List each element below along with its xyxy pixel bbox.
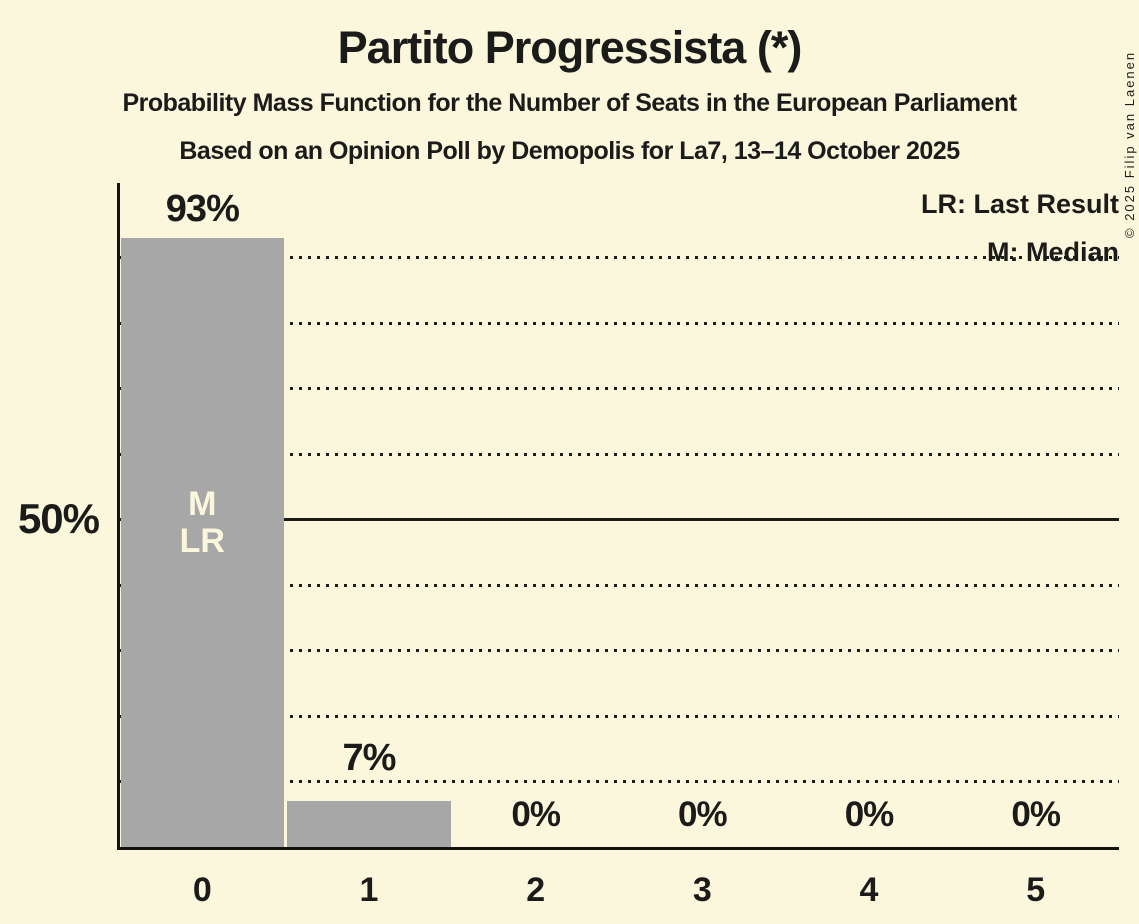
gridline-30-dotted: [119, 649, 1119, 652]
chart-title: Partito Progressista (*): [337, 22, 803, 73]
legend: LR: Last Result M: Median: [921, 180, 1119, 276]
last-result-marker: LR: [179, 522, 225, 560]
gridline-40-dotted: [119, 583, 1119, 587]
chart-subtitle: Probability Mass Function for the Number…: [122, 89, 1017, 117]
value-label-seats-0: 93%: [165, 187, 240, 230]
gridline-20-dotted: [119, 714, 1119, 718]
x-axis-label-0: 0: [192, 871, 212, 909]
legend-median: M: Median: [987, 237, 1119, 267]
gridline-80-dotted: [119, 321, 1119, 325]
x-axis-line: [117, 847, 1119, 850]
value-label-seats-3: 0%: [678, 795, 728, 834]
x-axis-label-4: 4: [859, 871, 879, 909]
y-axis-line: [117, 183, 120, 850]
bar-annotation-median-lastresult: M LR: [119, 486, 286, 560]
legend-last-result: LR: Last Result: [920, 189, 1119, 219]
gridline-50-solid: [119, 518, 1119, 521]
x-axis-label-3: 3: [692, 871, 712, 909]
value-label-seats-4: 0%: [844, 795, 895, 834]
gridline-10-dotted: [119, 780, 1119, 783]
value-label-seats-2: 0%: [511, 795, 561, 834]
gridline-90-dotted: [119, 256, 1119, 259]
x-axis-label-2: 2: [526, 871, 546, 909]
gridline-70-dotted: [119, 387, 1119, 390]
bar-seats-0: [120, 237, 285, 847]
median-marker: M: [188, 485, 217, 523]
y-axis-tick-label-50: 50%: [17, 495, 100, 542]
gridline-60-dotted: [119, 452, 1119, 456]
x-axis-label-1: 1: [359, 871, 379, 909]
value-label-seats-5: 0%: [1011, 795, 1061, 834]
chart-source-line: Based on an Opinion Poll by Demopolis fo…: [179, 137, 960, 165]
x-axis-labels: 0 1 2 3 4 5: [119, 869, 1119, 911]
x-axis-label-5: 5: [1026, 871, 1046, 909]
plot-area: 93% 7% 0% 0% 0% 0% M LR: [119, 187, 1119, 847]
value-label-seats-1: 7%: [342, 737, 397, 780]
copyright-notice: © 2025 Filip van Laenen: [1122, 50, 1137, 238]
bar-seats-1: [287, 801, 451, 847]
